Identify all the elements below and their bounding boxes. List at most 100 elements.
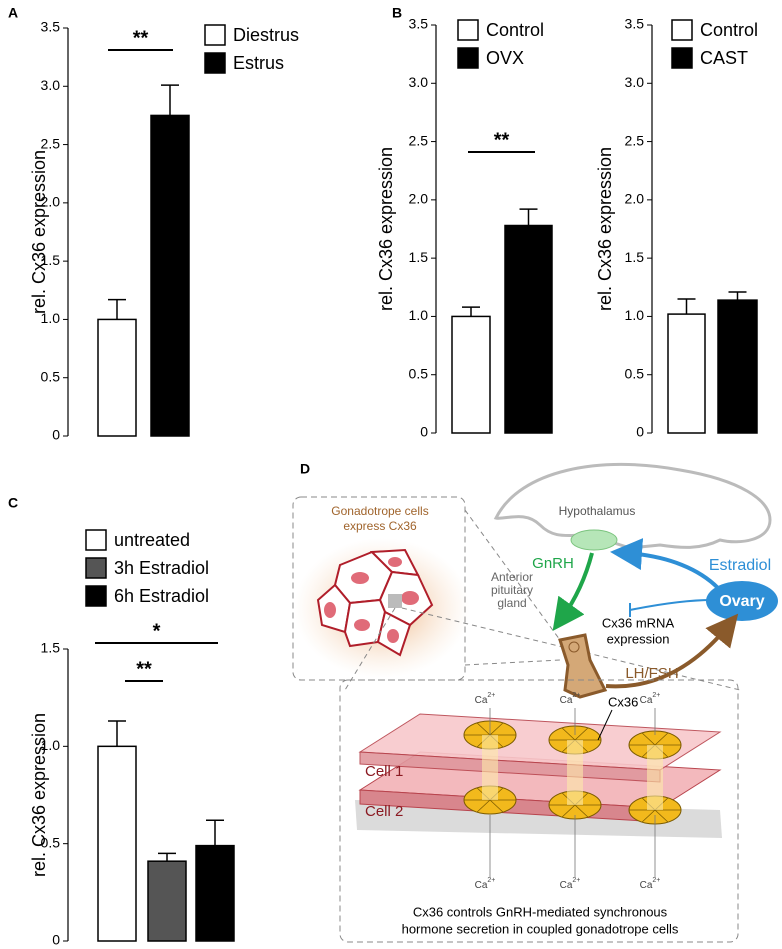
nuclei: [324, 557, 419, 643]
y-tick-label: 1.0: [41, 737, 61, 753]
significance-label: **: [136, 658, 152, 680]
significance-label: *: [153, 620, 161, 642]
caption: hormone secretion in coupled gonadotrope…: [402, 921, 679, 936]
legend-label: untreated: [114, 530, 190, 550]
ion-label: Ca2+: [640, 877, 661, 891]
channel: [567, 740, 583, 805]
junction-box: [339, 679, 739, 943]
connexon-subunit: [476, 722, 491, 736]
legend-swatch: [85, 557, 107, 579]
connexon-subunit: [561, 804, 576, 818]
ovary-label: Ovary: [719, 593, 764, 610]
y-tick-label: 0: [52, 932, 60, 948]
mrna-label: expression: [607, 631, 670, 646]
y-tick-label: 0.5: [625, 365, 645, 381]
legend-swatch: [671, 19, 693, 41]
inset-title: express Cx36: [343, 519, 417, 533]
legend-swatch: [204, 24, 226, 46]
ovary: [706, 581, 778, 621]
connexon-subunit: [561, 727, 576, 741]
legend-label: CAST: [700, 48, 748, 68]
y-tick-label: 3.0: [409, 74, 429, 90]
y-tick-label: 0.5: [41, 368, 61, 384]
y-axis-label: rel. Cx36 expression: [29, 150, 49, 314]
bar: [97, 745, 137, 942]
y-tick-label: 2.5: [625, 132, 645, 148]
bar: [451, 315, 491, 434]
ion-label: Ca2+: [560, 877, 581, 891]
y-tick-label: 1.5: [625, 249, 645, 265]
connexin-pointer: [597, 709, 613, 741]
pituitary-label: pituitary: [491, 583, 533, 597]
connexon-subunit: [489, 722, 504, 736]
legend-label: Diestrus: [233, 25, 299, 45]
gnrh-label: GnRH: [532, 555, 574, 572]
legend-swatch: [671, 47, 693, 69]
significance-label: **: [133, 27, 149, 49]
bar: [504, 224, 553, 434]
pituitary-detail: [568, 641, 580, 653]
ion-base: Ca: [560, 695, 573, 706]
mrna-label: Cx36 mRNA: [602, 615, 675, 630]
y-tick-label: 1.5: [41, 252, 61, 268]
ion-label: Ca2+: [640, 692, 661, 706]
connexon-subunit: [574, 804, 589, 818]
y-axis-label: rel. Cx36 expression: [376, 147, 396, 311]
bar: [97, 318, 137, 437]
connexin-label: Cx36: [608, 694, 638, 709]
pituitary-label: Anterior: [491, 570, 533, 584]
inhibition: [629, 599, 713, 617]
ion-base: Ca: [640, 695, 653, 706]
y-tick-label: 3.5: [625, 16, 645, 32]
channel: [482, 735, 498, 800]
legend-swatch: [204, 52, 226, 74]
y-tick-label: 0.5: [41, 834, 61, 850]
inset-title: Gonadotrope cells: [331, 504, 428, 518]
y-tick-label: 1.0: [41, 310, 61, 326]
connexons: Ca2+ Ca2+ Ca2+Ca2+ Ca2+ Ca2+: [463, 692, 682, 891]
gnrh-arrow: [552, 552, 594, 631]
legend-swatch: [457, 47, 479, 69]
diagram: Gonadotrope cells express Cx36 Hypothala…: [292, 462, 778, 943]
y-tick-label: 0: [636, 424, 644, 440]
brain: [493, 462, 772, 550]
y-tick-label: 1.0: [625, 307, 645, 323]
estradiol-label: Estradiol: [709, 557, 771, 574]
y-tick-label: 1.5: [409, 249, 429, 265]
connexon-subunit: [654, 732, 669, 746]
connexon-subunit: [654, 809, 669, 823]
y-axis-label: rel. Cx36 expression: [595, 147, 615, 311]
ion-base: Ca: [640, 880, 653, 891]
legend-label: Estrus: [233, 53, 284, 73]
legend-label: 6h Estradiol: [114, 586, 209, 606]
connexon-subunit: [476, 799, 491, 813]
ion-base: Ca: [560, 880, 573, 891]
bar: [147, 860, 187, 942]
ion-label: Ca2+: [475, 692, 496, 706]
legend-label: 3h Estradiol: [114, 558, 209, 578]
y-axis-label: rel. Cx36 expression: [29, 713, 49, 877]
cell1-label: Cell 1: [365, 763, 403, 780]
y-tick-label: 2.5: [41, 135, 61, 151]
y-tick-label: 2.0: [41, 194, 61, 210]
bar: [195, 844, 235, 942]
y-tick-label: 0: [420, 424, 428, 440]
y-tick-label: 0.5: [409, 365, 429, 381]
ion-charge: 2+: [487, 692, 495, 699]
zoom-region: [388, 594, 402, 608]
ion-charge: 2+: [652, 692, 660, 699]
connexon-subunit: [641, 809, 656, 823]
pituitary: [558, 633, 608, 699]
legend-label: Control: [486, 20, 544, 40]
connexon-subunit: [489, 799, 504, 813]
ion-charge: 2+: [572, 877, 580, 884]
y-tick-label: 3.0: [625, 74, 645, 90]
legend-swatch: [457, 19, 479, 41]
y-tick-label: 3.5: [41, 19, 61, 35]
charts: A B C D 0 0.5 1.0 1.5 2.0 2.5 3.0 3.5 rel. Cx36 expr…: [8, 5, 758, 948]
panel-label: D: [300, 461, 310, 477]
panel-label: C: [8, 495, 18, 511]
panel-label: A: [8, 5, 18, 21]
caption: Cx36 controls GnRH-mediated synchronous: [413, 904, 668, 919]
